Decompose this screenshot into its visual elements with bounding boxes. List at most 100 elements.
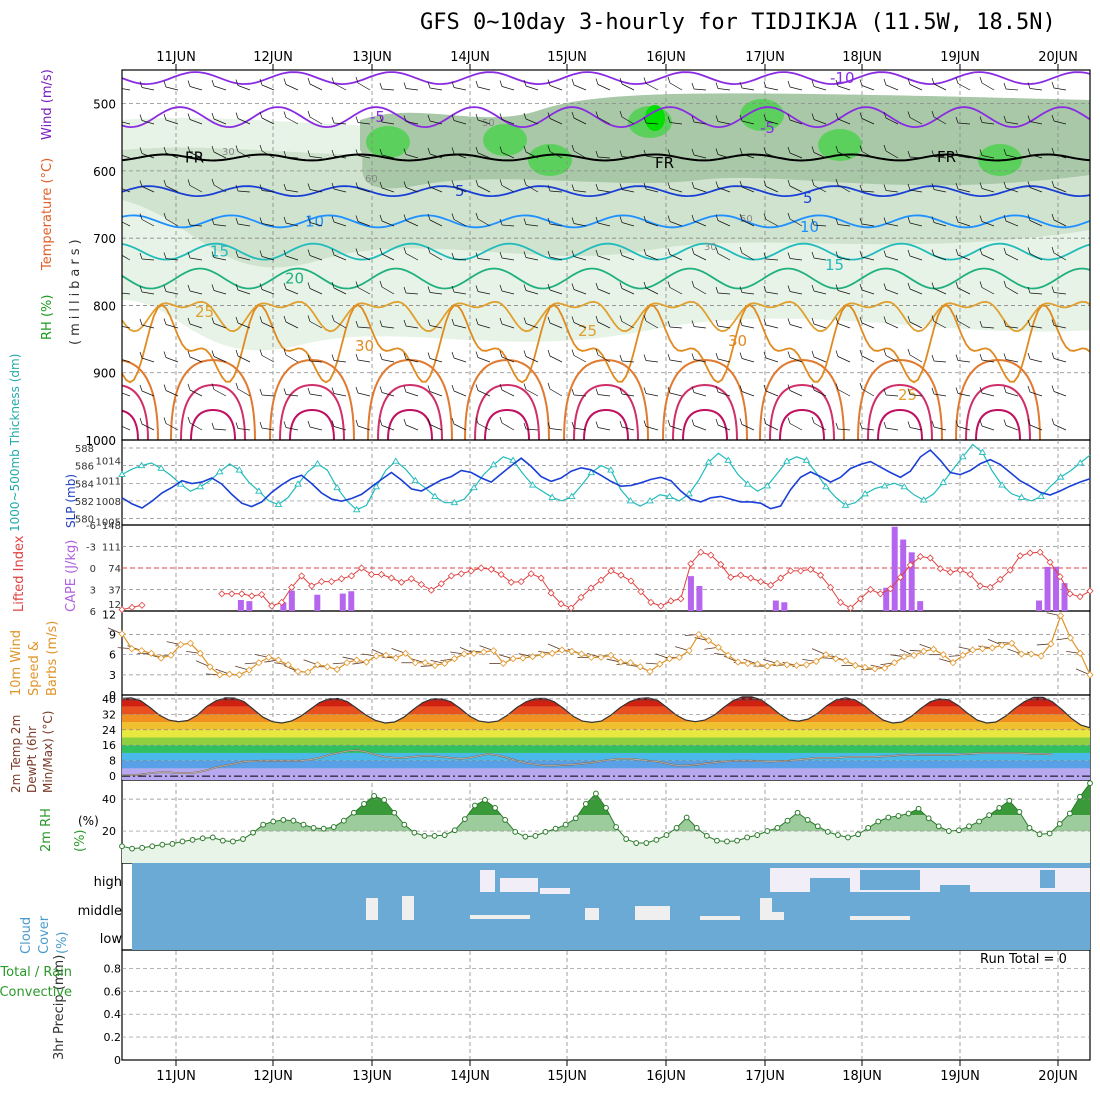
wind-barb xyxy=(979,386,995,397)
rh2m-point xyxy=(482,797,488,803)
wind-barb xyxy=(211,218,227,227)
cloud-axis-label: Cloud Cover (%) xyxy=(19,915,70,954)
rh2m-point xyxy=(472,802,478,809)
wind-barb xyxy=(883,283,899,295)
wind-barb xyxy=(859,349,875,363)
rh2m-point xyxy=(1066,810,1073,817)
wind-barb xyxy=(763,417,779,431)
wind-barb xyxy=(187,113,203,125)
rh-axis-label: RH (%) xyxy=(40,294,55,340)
thickness-point xyxy=(763,482,772,489)
wind-barb xyxy=(931,110,947,125)
wind-barb xyxy=(859,316,875,329)
rh2m-point xyxy=(582,801,589,807)
wind-barb xyxy=(427,246,443,261)
lifted-index-point xyxy=(757,578,765,586)
rh2m-point xyxy=(643,840,650,846)
lifted-index-point xyxy=(916,552,924,561)
wind-barb xyxy=(715,82,731,91)
thickness-point xyxy=(215,467,224,475)
date-label-top: 19JUN xyxy=(940,50,980,65)
date-label-bottom: 16JUN xyxy=(646,1069,686,1084)
wind-barb xyxy=(122,292,131,295)
cloud-high xyxy=(540,888,570,894)
rh2m-point xyxy=(653,836,660,843)
wind-barb xyxy=(1027,286,1043,295)
wind-barb xyxy=(403,82,419,91)
wind-barb xyxy=(619,249,635,261)
wind10m-point xyxy=(587,653,595,661)
cloud-middle xyxy=(700,916,740,920)
wind-barb xyxy=(235,250,251,261)
rh2m-point xyxy=(340,817,347,824)
wind-barb xyxy=(427,319,443,329)
temp-isoline-label: 20 xyxy=(285,270,304,288)
cape-bar xyxy=(280,602,287,611)
wind-barb xyxy=(1051,246,1067,261)
wind-barb xyxy=(163,351,179,363)
wind-barb xyxy=(907,315,923,329)
wind-barb xyxy=(619,354,635,363)
rh2m-point xyxy=(794,809,801,816)
wind-barb xyxy=(571,421,587,431)
wind-barb xyxy=(547,250,563,261)
rh2m-point xyxy=(179,838,186,845)
ytick-li: -6 xyxy=(86,521,96,532)
thickness-point xyxy=(1056,473,1065,480)
wind-barb xyxy=(523,422,539,431)
wind-barb xyxy=(763,351,779,363)
wind-barb xyxy=(907,249,923,261)
thickness-point xyxy=(470,483,478,491)
wind-barb xyxy=(1003,386,1019,397)
millibars-axis-label: (millibars) xyxy=(68,235,83,345)
wind-barb xyxy=(571,349,587,363)
cloud-high-gap xyxy=(810,878,850,892)
wind-barb xyxy=(763,285,779,295)
wind-barb xyxy=(811,416,827,431)
rh2m-point xyxy=(754,832,761,838)
wind-barb xyxy=(499,80,515,91)
wind-barb xyxy=(379,353,395,363)
wind-barb xyxy=(499,317,515,329)
wind-barb xyxy=(499,284,515,295)
cape-bar xyxy=(687,576,694,611)
wind-barb xyxy=(739,213,755,227)
wind-barb xyxy=(715,319,731,329)
wind-barb xyxy=(1027,247,1043,261)
rh2m-point xyxy=(623,836,630,842)
wind-barb xyxy=(163,113,179,125)
thickness-point xyxy=(176,480,185,487)
rh2m-point xyxy=(633,840,640,846)
thickness-point xyxy=(294,480,302,487)
wind10m-point xyxy=(519,654,527,662)
wind10m-point xyxy=(832,655,840,663)
wind-barb xyxy=(499,146,515,159)
wind10m-point xyxy=(617,658,625,666)
rh2m-point xyxy=(149,843,156,850)
cape-bar xyxy=(1036,600,1043,611)
wind10m-point xyxy=(705,637,713,645)
wind-barb xyxy=(931,249,947,261)
temp-isoline-FR xyxy=(122,153,1090,162)
wind10m-point xyxy=(802,661,811,669)
wind-barb xyxy=(307,249,323,261)
sfc-temp-arch xyxy=(289,408,335,440)
wind-barb xyxy=(211,251,227,261)
rh2m-point xyxy=(996,805,1003,811)
wind-barb xyxy=(259,217,275,227)
wind10m-point xyxy=(167,651,175,659)
wind-barb xyxy=(1051,147,1067,159)
wind-barb xyxy=(283,216,299,227)
wind-barb xyxy=(187,218,203,227)
wind-barb xyxy=(355,281,371,295)
sfc-temp-arch xyxy=(975,408,1021,440)
wind-barb xyxy=(475,318,491,329)
wind10m-point xyxy=(714,643,723,651)
sfc-temp-arch xyxy=(387,408,433,440)
wind-barb xyxy=(763,180,779,193)
cloud-row-high: high xyxy=(94,875,122,890)
wind-barb xyxy=(427,213,443,227)
wind-barb xyxy=(403,181,419,193)
wind-barb xyxy=(427,286,443,295)
wind-barb xyxy=(835,218,851,227)
